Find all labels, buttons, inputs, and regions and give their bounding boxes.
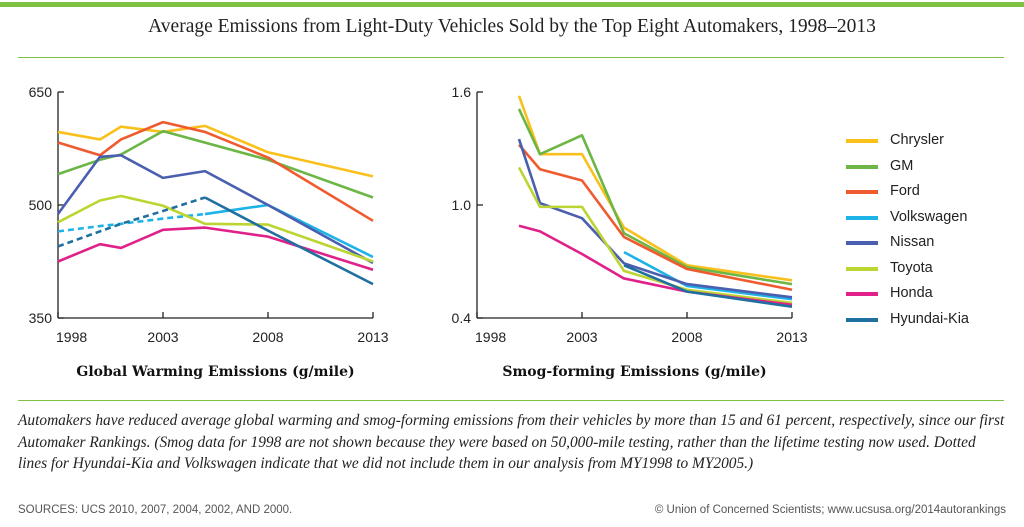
- legend-swatch: [846, 164, 878, 169]
- series-toyota: [517, 166, 793, 305]
- caption: Automakers have reduced average global w…: [18, 412, 1005, 472]
- series-hyundai-kia-dashed: [57, 196, 206, 248]
- title-divider: [18, 57, 1004, 58]
- y-tick-label: 500: [29, 197, 53, 213]
- legend-label: Chrysler: [890, 132, 944, 148]
- series-ford: [518, 143, 793, 292]
- legend-label: GM: [890, 157, 914, 174]
- x-tick-label: 2003: [566, 329, 597, 345]
- series-gm: [57, 129, 374, 199]
- y-tick-label: 350: [29, 310, 53, 326]
- legend-swatch: [846, 266, 878, 271]
- legend-label: Hyundai-Kia: [890, 310, 969, 327]
- series-volkswagen: [623, 250, 793, 301]
- legend-swatch: [846, 215, 878, 220]
- series-honda: [57, 226, 374, 272]
- y-tick-label: 0.4: [452, 310, 472, 326]
- legend-swatch: [846, 241, 878, 245]
- legend-swatch: [846, 317, 878, 322]
- legend-label: Honda: [890, 285, 933, 301]
- series-gm: [517, 108, 793, 286]
- y-tick-label: 1.0: [452, 197, 472, 213]
- legend-label: Nissan: [890, 234, 935, 250]
- series-volkswagen-dashed: [57, 212, 206, 233]
- y-tick-label: 1.6: [452, 84, 472, 100]
- legend-label: Ford: [890, 183, 920, 199]
- chart-divider: [18, 400, 1004, 401]
- legend-label: Toyota: [890, 259, 933, 276]
- series-toyota: [57, 194, 374, 263]
- figure-title: Average Emissions from Light-Duty Vehicl…: [148, 16, 876, 37]
- chart-1-title: Global Warming Emissions (g/mile): [76, 364, 355, 380]
- x-tick-label: 1998: [56, 329, 87, 345]
- x-tick-label: 2003: [147, 329, 178, 345]
- sources-note: SOURCES: UCS 2010, 2007, 2004, 2002, AND…: [18, 504, 293, 516]
- top-accent-bar: [0, 2, 1024, 7]
- series-hyundai-kia: [204, 196, 374, 286]
- x-tick-label: 2008: [671, 329, 702, 345]
- chart-2-title: Smog-forming Emissions (g/mile): [502, 364, 767, 380]
- legend-swatch: [846, 190, 878, 194]
- series-ford: [57, 120, 374, 222]
- x-tick-label: 1998: [475, 329, 506, 345]
- credit-note: © Union of Concerned Scientists; www.ucs…: [654, 504, 1006, 516]
- x-tick-label: 2013: [776, 329, 807, 345]
- x-tick-label: 2008: [252, 329, 283, 345]
- x-tick-label: 2013: [357, 329, 388, 345]
- series-nissan: [56, 153, 374, 265]
- y-tick-label: 650: [29, 84, 53, 100]
- legend-label: Volkswagen: [890, 208, 968, 225]
- series-hyundai-kia: [623, 264, 793, 308]
- legend-swatch: [846, 292, 878, 296]
- legend-swatch: [846, 139, 878, 143]
